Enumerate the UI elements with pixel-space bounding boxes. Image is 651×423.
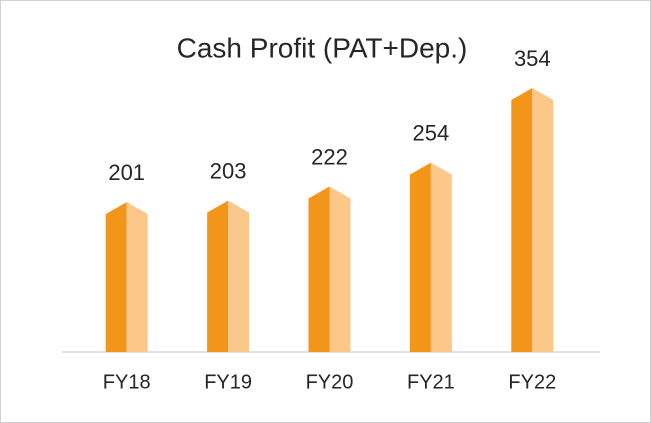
bar — [207, 200, 250, 352]
bar — [511, 88, 554, 352]
bar-right-face — [126, 202, 148, 352]
bar-right-face — [532, 88, 554, 352]
x-tick-label: FY21 — [407, 371, 455, 393]
data-label: 203 — [210, 158, 247, 183]
data-label: 354 — [514, 46, 551, 71]
bar-left-face — [308, 186, 330, 352]
data-label: 201 — [108, 160, 145, 185]
data-label: 254 — [413, 120, 450, 145]
x-tick-label: FY18 — [103, 371, 151, 393]
x-tick-label: FY20 — [306, 371, 354, 393]
bar-left-face — [511, 88, 533, 352]
bar-right-face — [228, 200, 250, 352]
bar-left-face — [105, 202, 127, 352]
bar — [308, 186, 351, 352]
data-label: 222 — [311, 144, 348, 169]
bar-right-face — [430, 162, 452, 352]
chart-title: Cash Profit (PAT+Dep.) — [177, 32, 468, 63]
x-tick-label: FY22 — [508, 371, 556, 393]
bar — [409, 162, 452, 352]
bar-right-face — [329, 186, 351, 352]
bar-left-face — [207, 200, 229, 352]
bar — [105, 202, 148, 352]
x-tick-label: FY19 — [204, 371, 252, 393]
bar-left-face — [409, 162, 431, 352]
